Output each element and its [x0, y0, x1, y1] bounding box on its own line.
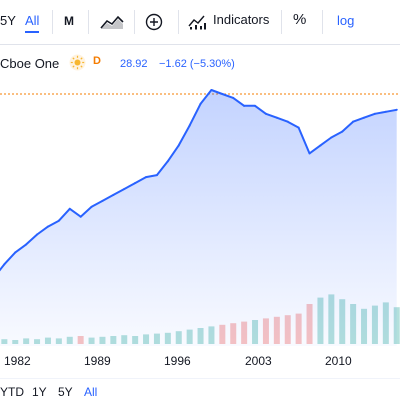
delayed-data-badge[interactable]: D — [93, 55, 101, 67]
price-point — [166, 160, 169, 163]
toolbar-divider — [281, 10, 282, 34]
x-tick-label: 1989 — [84, 354, 111, 368]
price-point — [275, 116, 278, 119]
price-point — [123, 188, 126, 190]
price-area-fill — [0, 90, 397, 346]
volume-bar — [393, 307, 400, 344]
range-all-button-bottom[interactable]: All — [84, 385, 98, 399]
price-point — [232, 96, 235, 99]
log-scale-button[interactable]: log — [337, 13, 355, 28]
price-point — [363, 116, 366, 119]
price-point — [3, 263, 6, 266]
price-point — [36, 233, 39, 236]
range-all-button[interactable]: All — [25, 13, 40, 33]
symbol-legend: Cboe One D 28.92 −1.62 (−5.30%) — [0, 52, 400, 74]
x-tick-label: 2003 — [245, 354, 272, 368]
price-point — [243, 104, 246, 107]
sun-icon — [69, 54, 86, 71]
symbol-name[interactable]: Cboe One — [0, 56, 60, 71]
price-change: −1.62 (−5.30%) — [159, 58, 235, 70]
price-point — [254, 104, 257, 107]
price-point — [177, 144, 180, 147]
price-point — [14, 251, 17, 254]
toolbar-divider — [134, 10, 135, 34]
price-point — [330, 136, 333, 139]
toolbar-divider — [322, 10, 323, 34]
price-point — [286, 120, 289, 123]
toolbar-divider — [178, 10, 179, 34]
price-chart[interactable] — [0, 76, 400, 346]
price-point — [352, 120, 355, 123]
candles-chart-icon[interactable] — [100, 14, 124, 35]
price-point — [384, 110, 387, 113]
price-point — [101, 199, 104, 202]
price-point — [188, 124, 191, 127]
bottom-range-bar: YTD 1Y 5Y All — [0, 378, 400, 401]
range-1y-button[interactable]: 1Y — [32, 385, 47, 399]
price-point — [221, 92, 224, 95]
price-point — [341, 130, 344, 133]
price-point — [199, 102, 202, 105]
price-point — [134, 182, 137, 185]
price-point — [264, 112, 267, 115]
price-point — [319, 144, 322, 147]
x-tick-label: 1996 — [164, 354, 191, 368]
interval-button[interactable]: M — [64, 14, 74, 28]
price-point — [90, 205, 93, 208]
price-point — [395, 108, 398, 111]
price-point — [210, 89, 213, 91]
price-line — [0, 89, 397, 272]
price-point — [112, 193, 115, 196]
top-toolbar: 5Y All M Indicators % log — [0, 0, 400, 45]
price-point — [373, 112, 376, 115]
price-point — [155, 174, 158, 177]
x-tick-label: 1982 — [4, 354, 31, 368]
price-point — [308, 152, 311, 155]
price-point — [25, 243, 28, 246]
range-5y-button-bottom[interactable]: 5Y — [58, 385, 73, 399]
price-point — [297, 126, 300, 129]
toolbar-divider — [88, 10, 89, 34]
price-point — [46, 225, 49, 228]
range-ytd-button[interactable]: YTD — [0, 385, 24, 399]
price-point — [68, 207, 71, 210]
x-tick-label: 2010 — [325, 354, 352, 368]
plus-circle-icon[interactable] — [145, 13, 163, 36]
price-point — [57, 219, 60, 222]
price-point — [79, 215, 82, 218]
indicators-icon[interactable] — [188, 14, 208, 35]
price-point — [145, 176, 148, 179]
time-axis[interactable]: 1982 1989 1996 2003 2010 — [0, 346, 400, 374]
indicators-button[interactable]: Indicators — [213, 12, 270, 27]
last-price: 28.92 — [120, 58, 148, 70]
percent-scale-button[interactable]: % — [293, 11, 307, 28]
range-5y-button[interactable]: 5Y — [0, 13, 16, 28]
toolbar-divider — [52, 10, 53, 34]
